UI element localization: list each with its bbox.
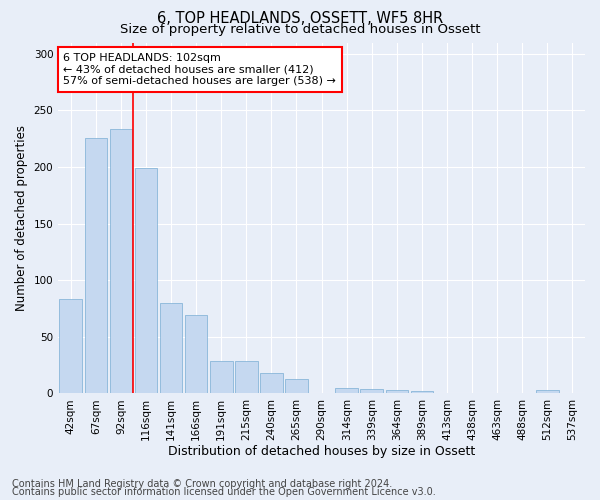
Text: Size of property relative to detached houses in Ossett: Size of property relative to detached ho… — [120, 22, 480, 36]
Text: Contains public sector information licensed under the Open Government Licence v3: Contains public sector information licen… — [12, 487, 436, 497]
Text: 6, TOP HEADLANDS, OSSETT, WF5 8HR: 6, TOP HEADLANDS, OSSETT, WF5 8HR — [157, 11, 443, 26]
Text: Contains HM Land Registry data © Crown copyright and database right 2024.: Contains HM Land Registry data © Crown c… — [12, 479, 392, 489]
Bar — [85, 138, 107, 394]
X-axis label: Distribution of detached houses by size in Ossett: Distribution of detached houses by size … — [168, 444, 475, 458]
Bar — [410, 391, 433, 394]
Bar — [59, 300, 82, 394]
Y-axis label: Number of detached properties: Number of detached properties — [15, 125, 28, 311]
Bar — [110, 128, 132, 394]
Bar — [160, 303, 182, 394]
Bar — [335, 388, 358, 394]
Bar — [210, 360, 233, 394]
Bar — [134, 168, 157, 394]
Bar — [536, 390, 559, 394]
Bar — [235, 360, 257, 394]
Bar — [260, 373, 283, 394]
Text: 6 TOP HEADLANDS: 102sqm
← 43% of detached houses are smaller (412)
57% of semi-d: 6 TOP HEADLANDS: 102sqm ← 43% of detache… — [64, 53, 337, 86]
Bar — [386, 390, 408, 394]
Bar — [185, 316, 208, 394]
Bar — [285, 378, 308, 394]
Bar — [361, 389, 383, 394]
